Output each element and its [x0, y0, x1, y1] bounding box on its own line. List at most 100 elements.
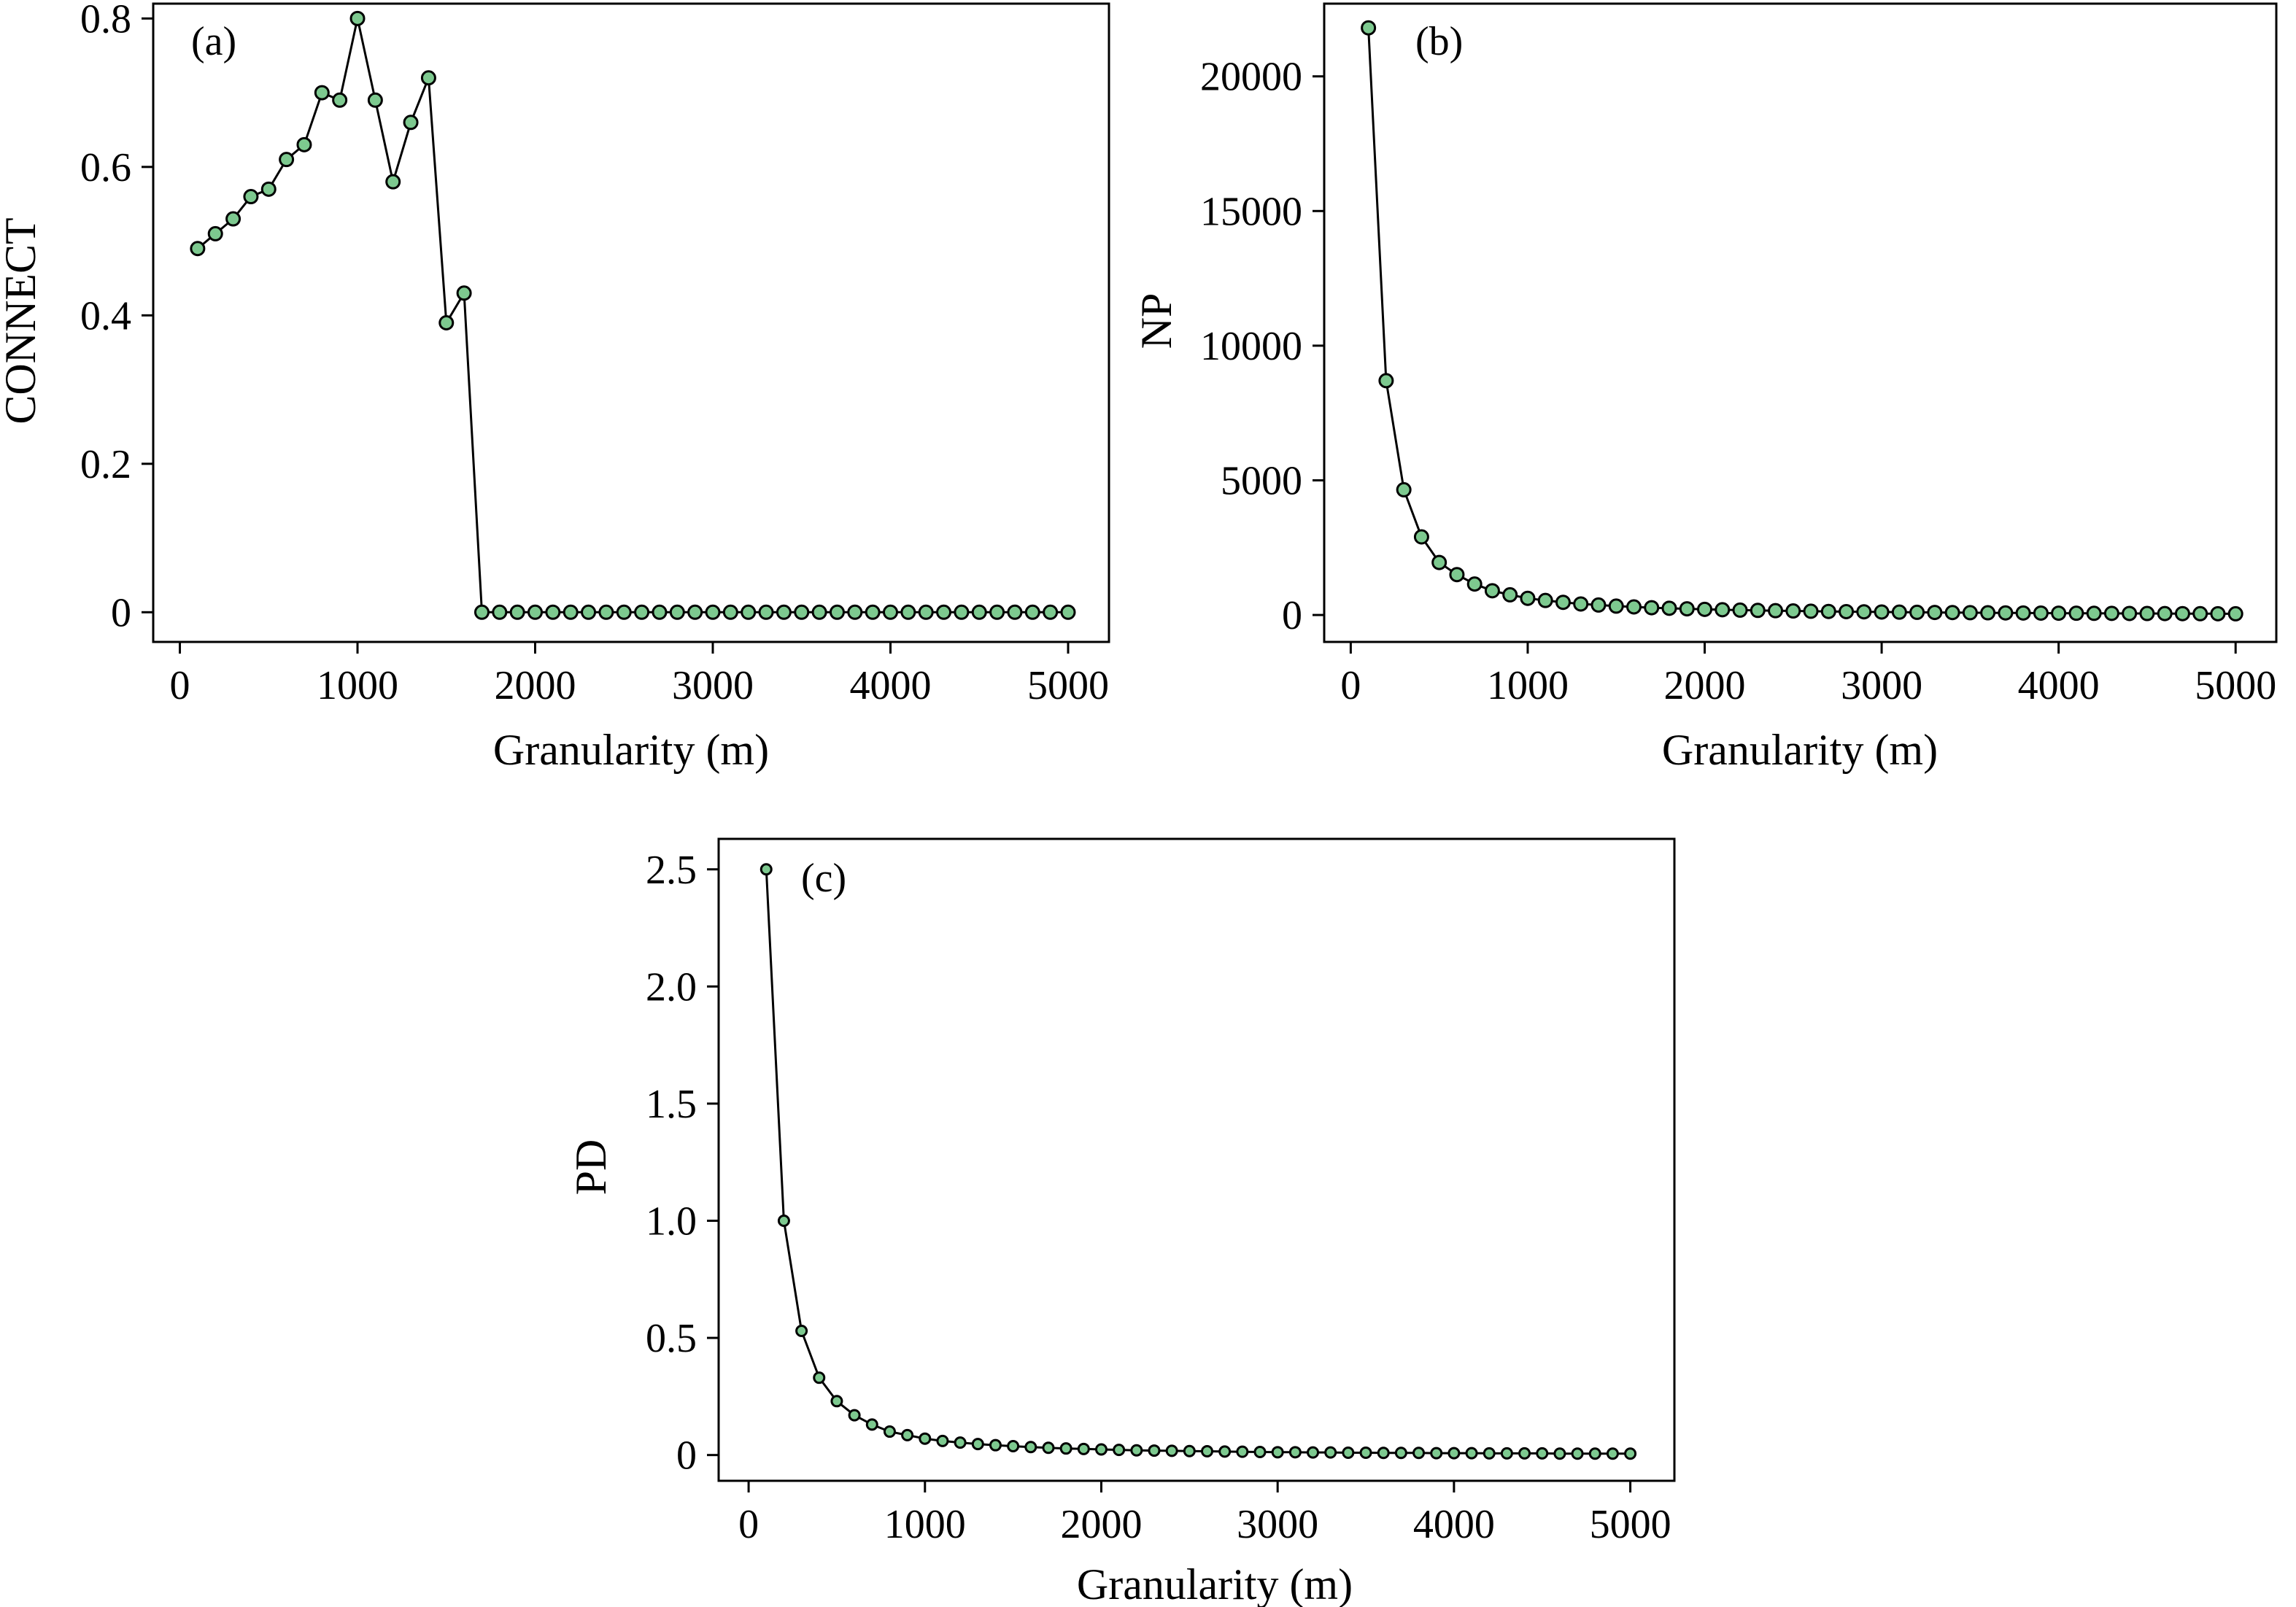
data-point	[367, 92, 383, 108]
y-tick-label: 15000	[1200, 189, 1302, 234]
series-line	[765, 869, 1631, 1455]
chart-panel-b: 0 1000 2000 3000 4000 5000 0 5000 10000 15000 200…	[1132, 2, 2278, 774]
x-tick-label: 0	[170, 663, 190, 708]
data-point	[954, 604, 970, 620]
data-point	[1396, 481, 1412, 497]
data-point	[1998, 605, 2014, 621]
data-point	[1679, 601, 1695, 617]
tick-marks	[142, 17, 1070, 654]
data-point	[829, 604, 845, 620]
data-point	[1483, 1447, 1496, 1460]
y-tick-label: 0	[676, 1433, 697, 1479]
data-point	[2192, 605, 2208, 621]
data-point	[1626, 599, 1642, 615]
data-point	[225, 211, 241, 227]
data-point	[1803, 603, 1819, 619]
data-point	[1024, 604, 1040, 620]
data-point	[1043, 604, 1059, 620]
data-point	[1606, 1447, 1619, 1460]
data-point	[581, 604, 597, 620]
data-point	[1661, 600, 1677, 616]
data-point	[1307, 1446, 1320, 1459]
x-tick-labels: 0 1000 2000 3000 4000 5000	[738, 1502, 1671, 1547]
y-tick-label: 0	[111, 590, 131, 635]
data-point	[954, 1436, 967, 1449]
data-point	[687, 604, 703, 620]
y-axis-label: PD	[567, 1139, 615, 1196]
data-point	[776, 604, 792, 620]
data-point	[900, 604, 916, 620]
data-point	[1324, 1446, 1337, 1459]
data-point	[634, 604, 650, 620]
data-point	[1236, 1445, 1249, 1458]
data-point	[1909, 604, 1925, 620]
y-axis-label: NP	[1132, 293, 1180, 349]
data-point	[1218, 1445, 1232, 1458]
data-point	[1024, 1441, 1037, 1454]
data-point	[1130, 1444, 1143, 1457]
data-point	[2227, 605, 2243, 621]
data-point	[598, 604, 614, 620]
data-point	[563, 604, 579, 620]
data-point	[296, 136, 312, 152]
x-tick-label: 5000	[1590, 1502, 1671, 1547]
data-point	[1590, 597, 1607, 613]
x-tick-label: 1000	[317, 663, 398, 708]
data-point	[919, 1432, 932, 1445]
data-point	[1165, 1444, 1178, 1457]
x-tick-label: 1000	[1487, 663, 1569, 708]
y-tick-label: 2.5	[646, 848, 697, 893]
x-axis-label: Granularity (m)	[1662, 726, 1938, 774]
data-point	[1927, 605, 1943, 621]
chart-panel-c: 0 1000 2000 3000 4000 5000 0 0.5 1.0 1.5 2.0 2.5 (…	[567, 837, 1676, 1607]
data-point	[190, 241, 206, 257]
y-tick-label: 0.8	[80, 0, 131, 42]
data-point	[1715, 602, 1731, 618]
y-tick-label: 5000	[1221, 458, 1302, 503]
data-point	[1500, 1447, 1513, 1460]
data-point	[758, 604, 774, 620]
data-point	[2103, 605, 2119, 621]
data-point	[1042, 1441, 1055, 1455]
data-point	[1449, 567, 1465, 583]
x-tick-label: 2000	[495, 663, 576, 708]
data-point	[1430, 1447, 1443, 1460]
data-point	[1466, 576, 1483, 592]
data-point	[777, 1215, 790, 1228]
data-point	[1518, 1447, 1531, 1460]
x-tick-label: 3000	[672, 663, 754, 708]
y-tick-label: 0	[1282, 593, 1302, 638]
data-point	[971, 604, 987, 620]
data-point	[2157, 605, 2173, 621]
data-point	[420, 70, 436, 86]
data-point	[1271, 1446, 1284, 1459]
data-point	[1342, 1446, 1355, 1459]
data-point	[1412, 1447, 1426, 1460]
tick-marks	[707, 868, 1632, 1492]
data-point	[1571, 1447, 1584, 1460]
y-tick-labels: 0 0.2 0.4 0.6 0.8	[80, 0, 131, 635]
y-tick-label: 1.5	[646, 1082, 697, 1127]
data-point	[1288, 1446, 1302, 1459]
data-point	[260, 181, 277, 197]
data-point	[438, 315, 455, 330]
data-point	[652, 604, 668, 620]
data-point	[883, 1425, 896, 1438]
data-point	[1413, 529, 1429, 545]
panel-label: (c)	[801, 856, 846, 901]
data-point	[207, 225, 223, 241]
y-axis-label: CONNECT	[0, 217, 45, 424]
data-point	[971, 1438, 984, 1451]
data-point	[1820, 603, 1836, 619]
data-point	[1624, 1447, 1637, 1460]
data-point	[1201, 1445, 1214, 1458]
data-point	[2015, 605, 2031, 621]
x-axis-label: Granularity (m)	[1077, 1560, 1353, 1607]
data-point	[509, 604, 525, 620]
data-point	[349, 10, 366, 26]
data-point	[830, 1395, 843, 1408]
data-points	[190, 10, 1076, 620]
data-point	[2086, 605, 2102, 621]
x-tick-label: 0	[738, 1502, 759, 1547]
y-tick-label: 1.0	[646, 1199, 697, 1244]
